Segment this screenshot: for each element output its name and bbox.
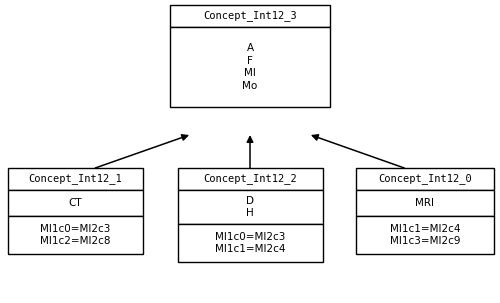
Text: Concept_Int12_2: Concept_Int12_2 xyxy=(203,174,297,185)
Text: Concept_Int12_1: Concept_Int12_1 xyxy=(28,174,122,185)
Text: Concept_Int12_3: Concept_Int12_3 xyxy=(203,11,297,22)
Text: MI1c0=MI2c3
MI1c1=MI2c4: MI1c0=MI2c3 MI1c1=MI2c4 xyxy=(215,232,285,254)
Bar xyxy=(178,224,322,262)
Text: MI1c1=MI2c4
MI1c3=MI2c9: MI1c1=MI2c4 MI1c3=MI2c9 xyxy=(390,224,460,246)
Text: MRI: MRI xyxy=(416,198,434,208)
Bar xyxy=(170,5,330,27)
Bar xyxy=(178,168,322,190)
Text: A
F
Ml
Mo: A F Ml Mo xyxy=(242,43,258,91)
Bar xyxy=(170,27,330,107)
Text: D
H: D H xyxy=(246,196,254,218)
Text: Concept_Int12_0: Concept_Int12_0 xyxy=(378,174,472,185)
Bar xyxy=(356,216,494,254)
Bar xyxy=(8,190,142,216)
Bar xyxy=(8,168,142,190)
Bar xyxy=(8,216,142,254)
Text: MI1c0=MI2c3
MI1c2=MI2c8: MI1c0=MI2c3 MI1c2=MI2c8 xyxy=(40,224,110,246)
Bar xyxy=(356,168,494,190)
Bar xyxy=(178,190,322,224)
Bar xyxy=(356,190,494,216)
Text: CT: CT xyxy=(68,198,82,208)
